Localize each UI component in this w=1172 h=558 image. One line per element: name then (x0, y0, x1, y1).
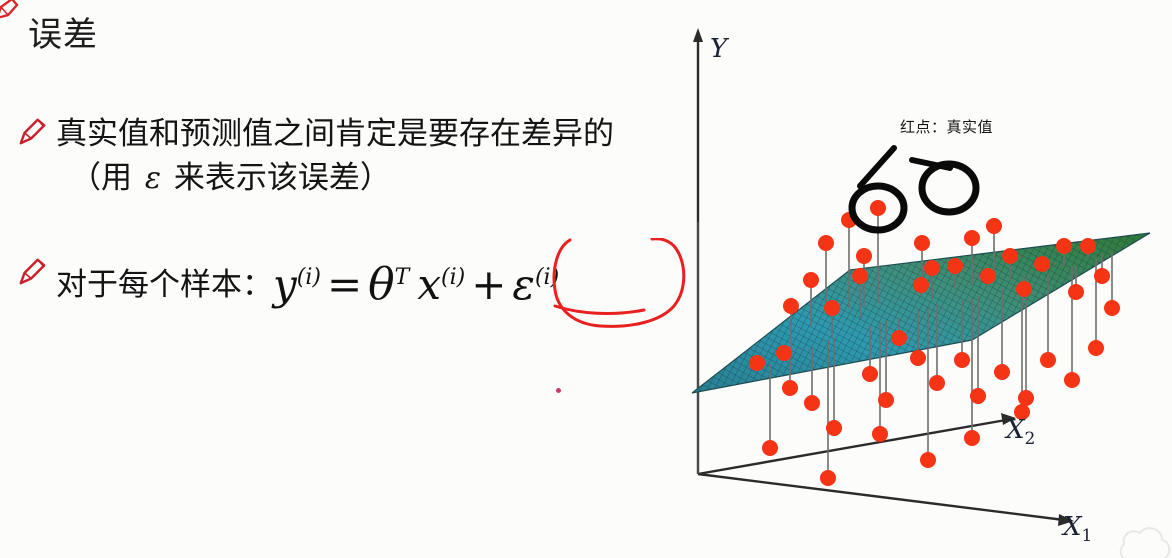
watermark-logo (1119, 527, 1171, 558)
axes-group (693, 28, 1074, 526)
formula-math: y(i) = θT x(i) + ε(i) (273, 259, 560, 310)
data-point (913, 277, 929, 293)
data-point (878, 392, 894, 408)
axis-label-x2-sub: 2 (1024, 429, 1036, 450)
data-point (964, 430, 980, 446)
data-point (994, 364, 1010, 380)
data-point (762, 440, 778, 456)
axis-label-x2: X2 (1006, 415, 1035, 449)
data-point (1080, 238, 1096, 254)
axis-label-x1-sub: 1 (1081, 526, 1093, 547)
sample-points (749, 200, 1120, 486)
math-x-sup: (i) (441, 265, 466, 290)
math-y-sup: (i) (296, 265, 321, 290)
pencil-icon (19, 118, 46, 145)
math-epsilon-sup: (i) (534, 265, 560, 290)
data-point (891, 330, 907, 346)
math-x: x (417, 260, 442, 309)
page-title: 误差 (28, 15, 98, 55)
data-point (1018, 390, 1034, 406)
bullet-difference-text: 真实值和预测值之间肯定是要存在差异的 （用 ε 来表示该误差） (56, 112, 614, 201)
data-point (1034, 256, 1050, 272)
data-point (929, 375, 945, 391)
corner-pencil-icon (0, 0, 19, 19)
data-point (749, 355, 765, 371)
data-point (852, 268, 868, 284)
axis-label-x1-base: X (1063, 512, 1082, 542)
data-point (1040, 352, 1056, 368)
math-y: y (273, 260, 297, 309)
data-point (820, 470, 836, 486)
data-point (1002, 248, 1018, 264)
data-point (924, 260, 940, 276)
paren-close: 来表示该误差） (163, 160, 391, 196)
epsilon-symbol: ε (144, 161, 161, 196)
data-point (954, 352, 970, 368)
data-point (910, 350, 926, 366)
data-point (1056, 238, 1072, 254)
data-point (947, 258, 963, 274)
data-point (1104, 300, 1120, 316)
data-point (1014, 404, 1030, 420)
pencil-icon (19, 258, 46, 285)
formula-row: 对于每个样本：y(i) = θT x(i) + ε(i) (56, 246, 559, 313)
data-point (856, 248, 872, 264)
bullet-line-2: （用 ε 来表示该误差） (56, 156, 614, 201)
data-point (826, 420, 842, 436)
regression-plane (691, 232, 1151, 394)
data-point (804, 395, 820, 411)
data-point (776, 345, 792, 361)
data-point (862, 366, 878, 382)
axis-label-y: Y (710, 34, 728, 64)
data-point (914, 235, 930, 251)
data-point (980, 268, 996, 284)
data-point (872, 426, 888, 442)
data-point (970, 388, 986, 404)
red-circle-annotation (552, 238, 686, 328)
data-point-highlighted (870, 200, 886, 216)
data-point (986, 218, 1002, 234)
callout-label: 红点：真实值 (900, 118, 994, 136)
math-plus: + (471, 260, 507, 309)
bullet-line-1: 真实值和预测值之间肯定是要存在差异的 (56, 116, 614, 152)
data-point (1068, 284, 1084, 300)
paren-open: （用 (70, 160, 142, 196)
math-equals: = (326, 260, 363, 309)
data-point (824, 300, 840, 316)
axis-label-x2-base: X (1006, 415, 1025, 445)
formula-lead: 对于每个样本： (56, 267, 273, 303)
data-point (1016, 281, 1032, 297)
math-theta: θ (368, 259, 395, 310)
math-theta-sup: T (394, 265, 410, 290)
callout-annotation (848, 145, 980, 234)
data-point (803, 272, 819, 288)
data-point (964, 230, 980, 246)
data-point (782, 380, 798, 396)
regression-plane-svg (691, 28, 1151, 526)
regression-figure: Y X2 X1 红点：真实值 (672, 8, 1172, 558)
math-epsilon: ε (512, 260, 535, 309)
data-point (783, 298, 799, 314)
data-point (1094, 268, 1110, 284)
data-point (920, 452, 936, 468)
cursor-dot (556, 388, 561, 393)
axis-label-x1: X1 (1063, 512, 1092, 546)
data-point (1088, 340, 1104, 356)
data-point (1064, 372, 1080, 388)
data-point (818, 235, 834, 251)
